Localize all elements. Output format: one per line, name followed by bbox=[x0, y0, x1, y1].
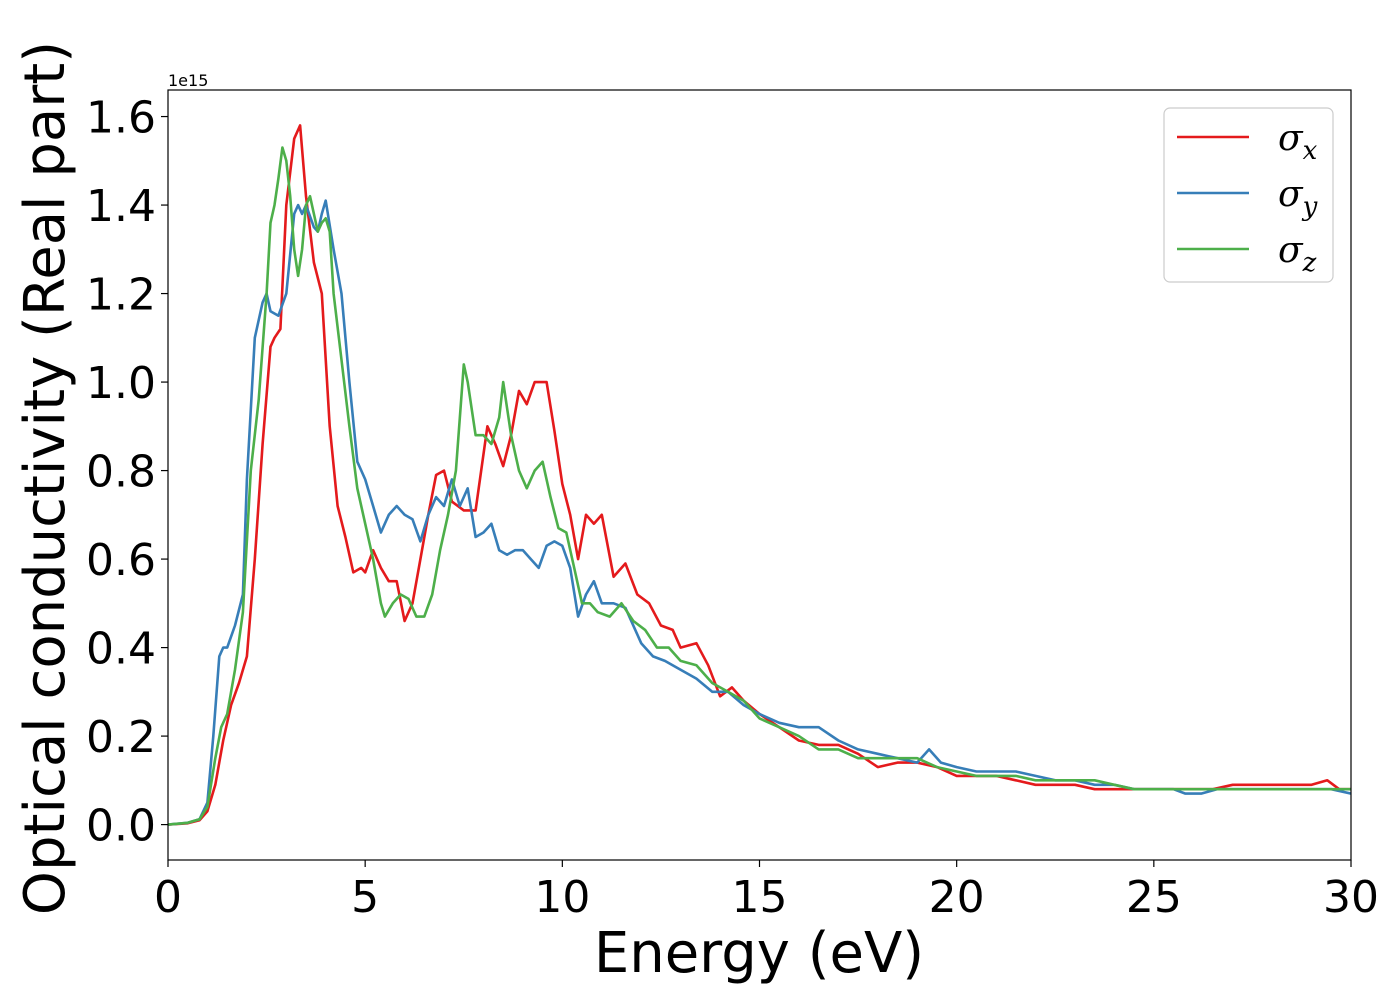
y-tick-label: 1.0 bbox=[86, 358, 156, 409]
series-line-x bbox=[168, 124, 1351, 826]
y-axis-ticks: 0.0 0.2 0.4 0.6 0.8 1.0 1.2 1.4 1.6 bbox=[86, 93, 168, 852]
y-tick-label: 0.2 bbox=[86, 712, 156, 763]
y-axis-title: Optical conductivity (Real part) bbox=[13, 41, 78, 915]
x-tick-label: 5 bbox=[351, 872, 379, 923]
x-tick-label: 25 bbox=[1126, 872, 1182, 923]
y-tick-label: 0.0 bbox=[86, 801, 156, 852]
legend-box bbox=[1163, 107, 1334, 283]
y-tick-label: 1.2 bbox=[86, 270, 156, 321]
y-tick-label: 0.4 bbox=[86, 624, 156, 675]
x-tick-label: 20 bbox=[929, 872, 985, 923]
x-tick-label: 10 bbox=[534, 872, 590, 923]
y-tick-label: 0.8 bbox=[86, 447, 156, 498]
x-tick-label: 0 bbox=[154, 872, 182, 923]
x-tick-label: 15 bbox=[732, 872, 788, 923]
y-axis-offset-text: 1e15 bbox=[168, 71, 208, 90]
series-line-y bbox=[168, 199, 1351, 826]
x-axis-title: Energy (eV) bbox=[594, 921, 924, 986]
series-line-z bbox=[168, 146, 1351, 826]
y-tick-label: 1.6 bbox=[86, 93, 156, 144]
y-tick-label: 1.4 bbox=[86, 181, 156, 232]
x-tick-label: 30 bbox=[1323, 872, 1379, 923]
x-axis-ticks: 0 5 10 15 20 25 30 bbox=[154, 860, 1379, 923]
y-tick-label: 0.6 bbox=[86, 535, 156, 586]
